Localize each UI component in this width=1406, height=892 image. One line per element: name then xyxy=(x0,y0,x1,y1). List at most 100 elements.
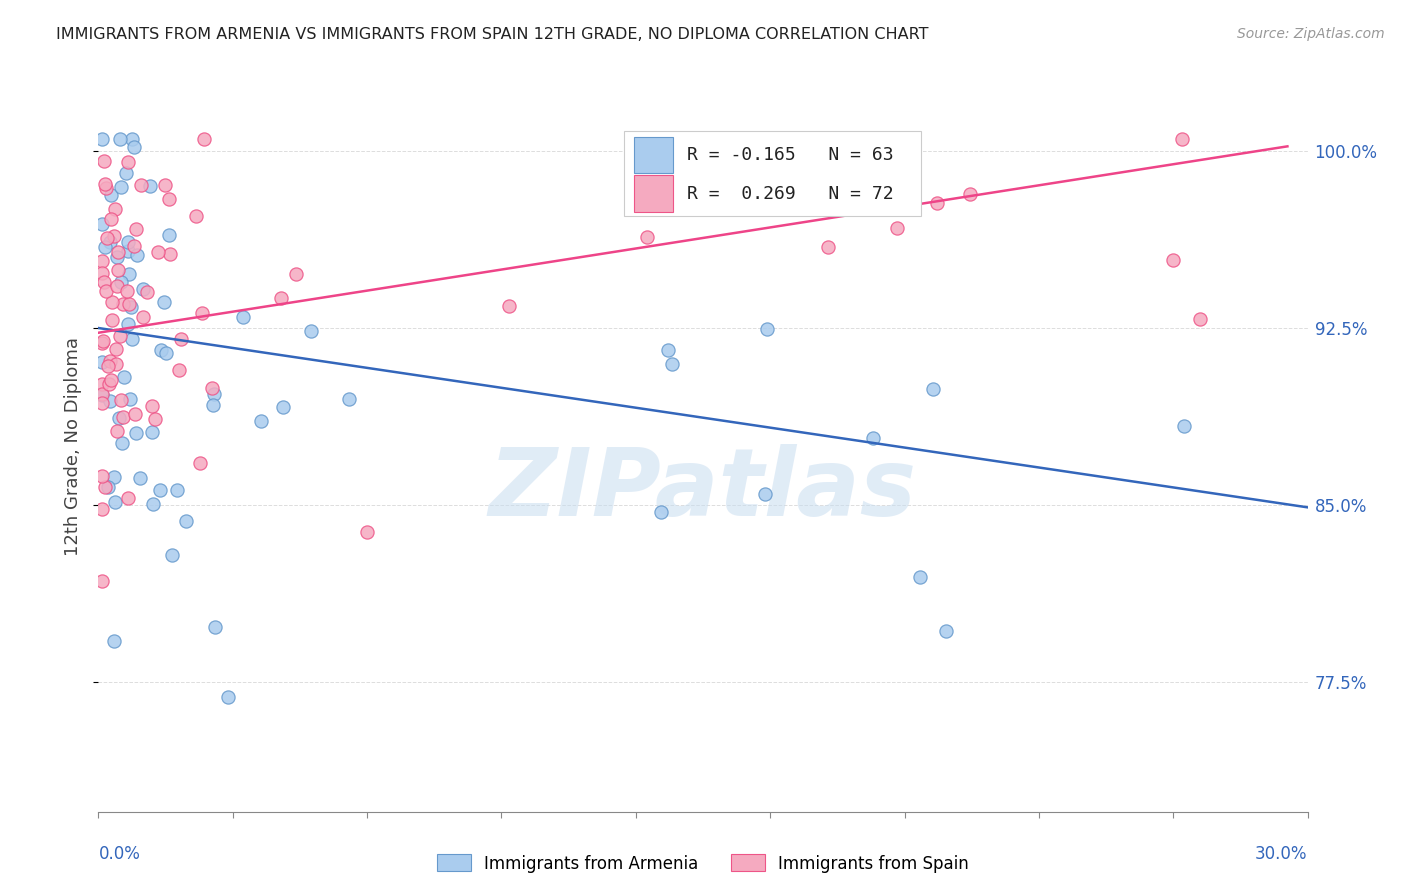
Point xyxy=(117,154,139,169)
Point xyxy=(271,400,294,414)
Point xyxy=(217,690,239,704)
Point xyxy=(115,166,138,180)
Point xyxy=(132,310,155,324)
Point xyxy=(110,132,132,146)
Point xyxy=(100,373,122,387)
Y-axis label: 12th Grade, No Diploma: 12th Grade, No Diploma xyxy=(65,336,83,556)
Point xyxy=(117,244,139,258)
Point xyxy=(105,357,128,371)
Text: IMMIGRANTS FROM ARMENIA VS IMMIGRANTS FROM SPAIN 12TH GRADE, NO DIPLOMA CORRELAT: IMMIGRANTS FROM ARMENIA VS IMMIGRANTS FR… xyxy=(56,27,929,42)
Point xyxy=(910,570,932,584)
Point xyxy=(135,285,157,299)
Point xyxy=(141,399,163,413)
Point xyxy=(1173,418,1195,433)
Text: 30.0%: 30.0% xyxy=(1256,845,1308,863)
Point xyxy=(1161,252,1184,267)
Point xyxy=(132,282,155,296)
Point xyxy=(103,469,125,483)
Point xyxy=(105,251,128,265)
Point xyxy=(922,383,945,397)
Point xyxy=(141,425,163,439)
Point xyxy=(118,392,141,406)
Point xyxy=(201,398,224,412)
Point xyxy=(284,268,307,282)
Point xyxy=(142,498,165,512)
Point xyxy=(862,431,884,445)
Point xyxy=(925,195,948,210)
Point xyxy=(91,574,114,588)
Point xyxy=(104,495,127,509)
Point xyxy=(129,178,152,192)
Point xyxy=(170,333,193,347)
Point xyxy=(755,322,778,336)
Point xyxy=(117,491,139,505)
Point xyxy=(270,292,292,306)
Point xyxy=(124,239,146,253)
Point xyxy=(1189,311,1212,326)
Point xyxy=(98,353,121,368)
Point xyxy=(110,329,132,343)
Point xyxy=(98,235,121,249)
Point xyxy=(94,180,117,194)
Point xyxy=(103,229,125,244)
Point xyxy=(959,187,981,202)
Point xyxy=(121,332,143,346)
Point xyxy=(201,381,224,395)
Point xyxy=(935,624,957,638)
Point xyxy=(155,346,177,360)
Point xyxy=(139,178,162,193)
Point xyxy=(91,355,114,369)
Point xyxy=(337,392,360,407)
Point xyxy=(105,342,128,356)
Point xyxy=(112,296,135,310)
Point xyxy=(661,357,683,371)
Point xyxy=(193,132,215,146)
Point xyxy=(91,266,114,280)
Point xyxy=(232,310,254,324)
Point xyxy=(118,297,141,311)
Point xyxy=(112,370,135,384)
Point xyxy=(143,412,166,426)
Point xyxy=(94,177,117,191)
Point xyxy=(204,387,226,401)
Point xyxy=(105,424,128,438)
Point xyxy=(98,376,121,391)
Point xyxy=(111,410,134,425)
Point xyxy=(176,514,198,528)
Point xyxy=(157,192,180,206)
Point xyxy=(100,295,122,310)
Point xyxy=(128,471,150,485)
Point xyxy=(97,359,120,373)
Point xyxy=(869,132,891,146)
Point xyxy=(118,267,141,281)
Point xyxy=(91,469,114,483)
Point xyxy=(157,228,180,243)
Point xyxy=(124,407,146,421)
Point xyxy=(299,324,322,338)
Point xyxy=(103,634,125,648)
Point xyxy=(91,253,114,268)
Point xyxy=(125,221,148,235)
Text: Source: ZipAtlas.com: Source: ZipAtlas.com xyxy=(1237,27,1385,41)
Point xyxy=(117,317,139,331)
Point xyxy=(1171,132,1194,146)
Point xyxy=(100,313,122,327)
Point xyxy=(91,334,114,348)
Point xyxy=(153,178,176,193)
Point xyxy=(91,388,114,402)
Point xyxy=(93,276,115,290)
Text: 0.0%: 0.0% xyxy=(98,845,141,863)
Point xyxy=(125,248,148,262)
Point xyxy=(91,217,114,231)
Point xyxy=(159,246,181,260)
Point xyxy=(250,414,273,428)
Point xyxy=(105,278,128,293)
Point xyxy=(91,387,114,401)
Point xyxy=(498,299,520,313)
Point xyxy=(91,132,114,146)
Point xyxy=(149,483,172,497)
Point xyxy=(110,180,132,194)
Point xyxy=(91,396,114,410)
FancyBboxPatch shape xyxy=(634,136,672,173)
Point xyxy=(169,363,191,377)
